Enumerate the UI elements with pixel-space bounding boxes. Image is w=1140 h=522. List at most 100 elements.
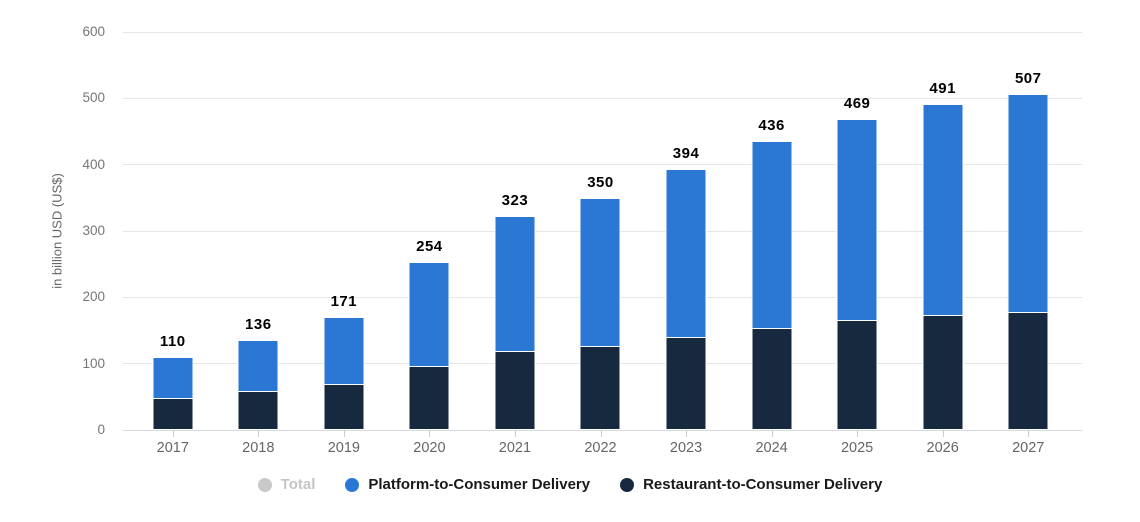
x-axis-tick	[942, 430, 944, 437]
x-tick-label-2026: 2026	[926, 440, 959, 456]
gridline-400	[123, 164, 1082, 166]
x-axis-tick	[258, 430, 260, 437]
bar-column-2022: 350	[558, 32, 644, 430]
bar-value-label: 254	[416, 237, 443, 255]
x-axis-tick	[686, 430, 688, 437]
bar-segment-platform-2017[interactable]	[152, 357, 194, 399]
bar-segment-restaurant-2019[interactable]	[323, 384, 365, 430]
bar-column-2019: 171	[301, 32, 387, 430]
y-tick-label: 600	[82, 24, 105, 39]
bar-column-2020: 254	[387, 32, 473, 430]
legend-item-platform-to-consumer-delivery[interactable]: Platform-to-Consumer Delivery	[345, 476, 590, 493]
bar-segment-platform-2024[interactable]	[751, 140, 793, 329]
bar-segment-restaurant-2023[interactable]	[665, 338, 707, 430]
gridline-600	[123, 31, 1082, 33]
gridline-500	[123, 97, 1082, 99]
x-tick-label-2027: 2027	[1012, 440, 1045, 456]
bar-segment-platform-2022[interactable]	[579, 197, 621, 348]
x-tick-label-2022: 2022	[584, 440, 617, 456]
x-tick-label-2024: 2024	[755, 440, 788, 456]
bar-value-label: 171	[330, 292, 358, 310]
bar-value-label: 323	[501, 191, 529, 209]
x-tick-label-2017: 2017	[156, 440, 189, 456]
bar-segment-restaurant-2020[interactable]	[408, 366, 450, 430]
legend-dot-icon	[257, 477, 272, 492]
bar-segment-restaurant-2026[interactable]	[922, 315, 964, 430]
bar-column-2018: 136	[216, 32, 302, 430]
bar-column-2025: 469	[814, 32, 900, 430]
bar-column-2026: 491	[900, 32, 986, 430]
legend-label: Total	[280, 476, 316, 493]
bar-segment-platform-2021[interactable]	[494, 215, 536, 353]
bar-segment-platform-2023[interactable]	[665, 168, 707, 339]
legend-item-restaurant-to-consumer-delivery[interactable]: Restaurant-to-Consumer Delivery	[620, 476, 882, 493]
bar-stack-2026	[922, 104, 964, 430]
x-axis-tick	[429, 430, 431, 437]
bar-segment-restaurant-2021[interactable]	[494, 352, 536, 430]
legend-label: Platform-to-Consumer Delivery	[368, 476, 591, 493]
bar-segment-platform-2019[interactable]	[323, 316, 365, 385]
x-tick-label-2019: 2019	[327, 440, 360, 456]
x-tick-label-2021: 2021	[498, 440, 532, 456]
bar-stack-2020	[408, 261, 450, 430]
bar-segment-restaurant-2018[interactable]	[237, 392, 279, 430]
bar-column-2027: 507	[985, 32, 1071, 430]
bar-segment-restaurant-2027[interactable]	[1007, 312, 1049, 430]
legend-label: Restaurant-to-Consumer Delivery	[643, 476, 883, 493]
bar-value-label: 136	[245, 315, 272, 333]
bar-value-label: 469	[843, 94, 871, 112]
bar-stack-2024	[751, 140, 793, 430]
x-axis: 2017 2018 2019 2020 2021 2022 2023 2024 2025 2026…	[130, 440, 1071, 460]
x-tick-label-2018: 2018	[242, 440, 275, 456]
legend-dot-icon	[620, 477, 635, 492]
bar-segment-platform-2026[interactable]	[922, 104, 964, 316]
bar-value-label: 110	[159, 333, 186, 351]
y-axis: 600 500 400 300 200 100 0	[40, 24, 105, 437]
bar-stack-2017	[152, 357, 194, 430]
legend-item-total[interactable]: Total	[257, 476, 316, 493]
bar-segment-restaurant-2025[interactable]	[836, 320, 878, 430]
bar-segment-platform-2018[interactable]	[237, 339, 279, 393]
y-tick-label: 200	[82, 289, 105, 305]
bar-column-2024: 436	[729, 32, 815, 430]
bar-segment-platform-2027[interactable]	[1007, 93, 1049, 313]
bar-segment-platform-2020[interactable]	[408, 261, 450, 367]
y-tick-label: 300	[82, 223, 105, 238]
x-axis-line	[123, 429, 1082, 431]
bar-stack-2022	[579, 197, 621, 430]
legend: Total Platform-to-Consumer Delivery Restau…	[0, 476, 1140, 493]
bar-segment-platform-2025[interactable]	[836, 118, 878, 321]
x-axis-tick	[1028, 430, 1030, 437]
bar-value-label: 436	[758, 116, 785, 134]
y-tick-label: 500	[82, 90, 105, 106]
x-tick-label-2023: 2023	[669, 440, 703, 456]
x-axis-tick	[857, 430, 859, 437]
bar-stack-2023	[665, 168, 707, 430]
x-tick-label-2025: 2025	[840, 440, 874, 456]
bar-stack-2019	[323, 316, 365, 430]
bar-column-2023: 394	[643, 32, 729, 430]
bar-segment-restaurant-2022[interactable]	[579, 347, 621, 430]
y-tick-label: 100	[82, 355, 105, 371]
bar-value-label: 491	[929, 80, 956, 98]
x-tick-label-2020: 2020	[413, 440, 446, 456]
bar-stack-2027	[1007, 93, 1049, 430]
legend-dot-icon	[345, 477, 360, 492]
y-tick-label: 0	[97, 422, 105, 437]
bar-segment-restaurant-2024[interactable]	[751, 328, 793, 430]
x-axis-tick	[172, 430, 174, 437]
y-tick-label: 400	[82, 156, 105, 172]
plot-area: 110 136 171 254 323 350 394 436 469 491 507	[123, 31, 1082, 437]
bar-column-2021: 323	[472, 32, 558, 430]
bar-stack-2018	[237, 339, 279, 430]
bar-stack-2025	[836, 118, 878, 430]
bar-segment-restaurant-2017[interactable]	[152, 398, 194, 430]
x-axis-tick	[343, 430, 345, 437]
bar-value-label: 394	[672, 144, 700, 162]
x-axis-tick	[600, 430, 602, 437]
x-axis-tick	[771, 430, 773, 437]
bar-stack-2021	[494, 215, 536, 430]
bar-value-label: 350	[587, 173, 614, 191]
bars-layer: 110 136 171 254 323 350 394 436 469 491 507	[130, 32, 1071, 430]
